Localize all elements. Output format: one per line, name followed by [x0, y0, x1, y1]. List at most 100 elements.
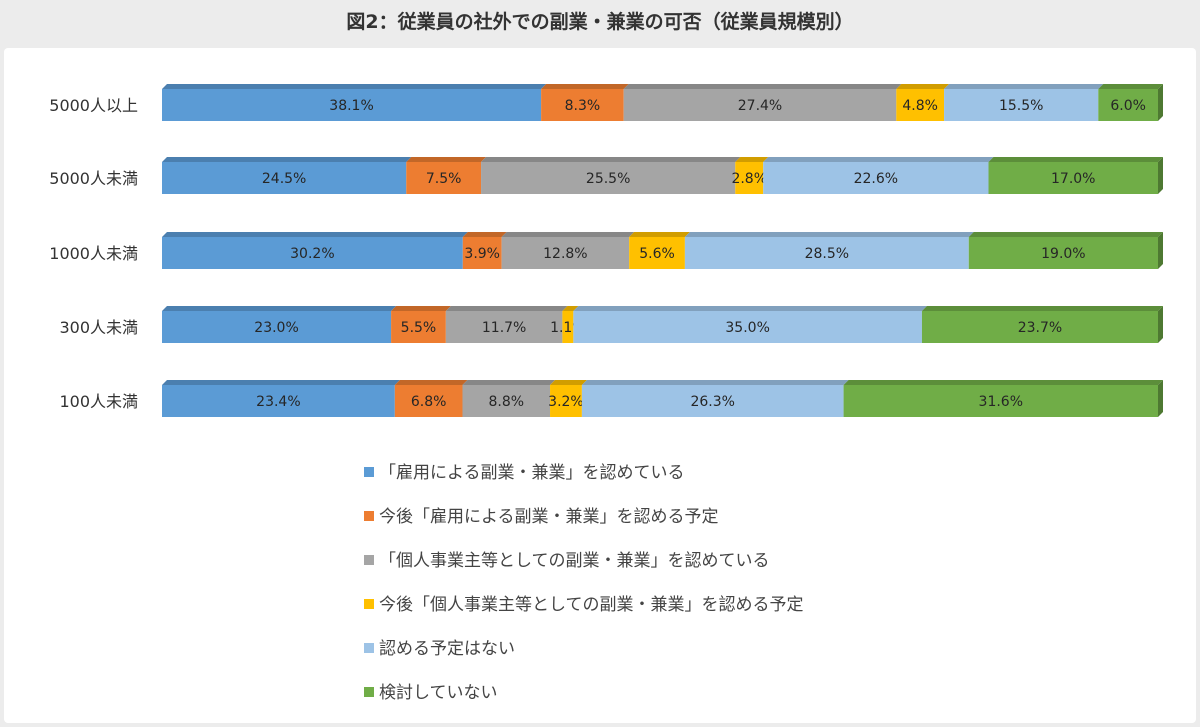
stacked-bar-chart: 5000人以上 38.1% 8.3% 27.4% 4.8% 15.5% 6.0% 5000人未…: [49, 84, 1163, 703]
bar-segment-top: [162, 380, 400, 385]
bar-segment: [162, 89, 542, 121]
bar-segment-top: [445, 306, 568, 311]
bar-segment: [896, 89, 945, 121]
bar-segment: [944, 89, 1099, 121]
bar-segment-top: [629, 232, 690, 237]
bar-segment-top: [394, 380, 468, 385]
bar-segment: [1098, 89, 1158, 121]
bar-row: 1000人未満 30.2% 3.9% 12.8% 5.6% 28.5% 19.0%: [49, 232, 1163, 269]
bar-row: 5000人未満 24.5% 7.5% 25.5% 2.8% 22.6% 17.0%: [49, 157, 1163, 194]
bar-segment-top: [501, 232, 635, 237]
bar-segment-top: [684, 232, 974, 237]
legend-label: 認める予定はない: [379, 639, 515, 659]
bar-segment: [573, 311, 922, 343]
data-label: 2.8%: [731, 171, 767, 187]
bar-segment: [735, 162, 764, 194]
data-label: 4.8%: [902, 98, 938, 114]
chart-panel: 5000人以上 38.1% 8.3% 27.4% 4.8% 15.5% 6.0% 5000人未…: [4, 48, 1196, 723]
bar-side: [1158, 84, 1163, 121]
bar-segment: [763, 162, 989, 194]
legend-label: 「雇用による副業・兼業」を認めている: [379, 463, 685, 483]
bar-segment: [394, 385, 463, 417]
category-label: 300人未満: [59, 318, 138, 337]
category-label: 5000人未満: [49, 169, 138, 188]
bar-segment-top: [162, 84, 547, 89]
legend-item: 検討していない: [364, 683, 498, 703]
legend-swatch: [364, 687, 374, 697]
legend-item: 「雇用による副業・兼業」を認めている: [364, 463, 685, 483]
legend-swatch: [364, 555, 374, 565]
bar-segment-top: [921, 306, 1163, 311]
data-label: 6.0%: [1110, 98, 1146, 114]
bar-segment: [843, 385, 1158, 417]
bar-segment-top: [896, 84, 950, 89]
data-label: 5.5%: [401, 320, 437, 336]
bar-segment: [968, 237, 1158, 269]
data-label: 6.8%: [411, 394, 447, 410]
bar-segment-top: [391, 306, 451, 311]
data-label: 3.9%: [464, 246, 500, 262]
legend-swatch: [364, 511, 374, 521]
bar-segment-top: [541, 84, 629, 89]
bar-segment-top: [581, 380, 849, 385]
data-label: 30.2%: [290, 246, 334, 262]
legend-swatch: [364, 467, 374, 477]
data-label: 22.6%: [854, 171, 898, 187]
bar-segment-top: [162, 232, 468, 237]
data-label: 24.5%: [262, 171, 306, 187]
bar-segment-top: [968, 232, 1163, 237]
bar-side: [1158, 380, 1163, 417]
bar-segment: [391, 311, 446, 343]
data-label: 8.8%: [488, 394, 524, 410]
bar-segment: [629, 237, 685, 269]
bar-segment: [684, 237, 969, 269]
legend-swatch: [364, 599, 374, 609]
bar-segment: [562, 311, 574, 343]
bar-segment: [541, 89, 624, 121]
data-label: 28.5%: [805, 246, 849, 262]
legend-label: 「個人事業主等としての副業・兼業」を認めている: [379, 551, 770, 571]
bar-side: [1158, 232, 1163, 269]
data-label: 17.0%: [1051, 171, 1095, 187]
bar-segment: [550, 385, 582, 417]
bar-segment-top: [462, 380, 556, 385]
bar-segment: [462, 385, 551, 417]
bar-segment-top: [162, 157, 412, 162]
bar-segment-top: [550, 380, 587, 385]
data-label: 3.2%: [548, 394, 584, 410]
bar-segment: [162, 311, 392, 343]
bar-side: [1158, 157, 1163, 194]
data-label: 25.5%: [586, 171, 630, 187]
data-label: 15.5%: [999, 98, 1043, 114]
data-label: 8.3%: [565, 98, 601, 114]
bar-segment: [462, 237, 502, 269]
legend-item: 「個人事業主等としての副業・兼業」を認めている: [364, 551, 770, 571]
bar-segment-top: [988, 157, 1163, 162]
bar-segment: [162, 385, 395, 417]
bar-segment-top: [763, 157, 994, 162]
bar-segment-top: [481, 157, 741, 162]
bar-segment-top: [562, 306, 579, 311]
bar-segment-top: [573, 306, 927, 311]
bar-segment: [162, 162, 407, 194]
legend-label: 検討していない: [379, 683, 498, 703]
data-label: 5.6%: [639, 246, 675, 262]
bar-segment: [162, 237, 463, 269]
bar-row: 5000人以上 38.1% 8.3% 27.4% 4.8% 15.5% 6.0%: [49, 84, 1163, 121]
bar-segment-top: [406, 157, 487, 162]
bar-segment: [988, 162, 1158, 194]
legend-label: 今後「雇用による副業・兼業」を認める予定: [379, 507, 719, 527]
data-label: 19.0%: [1041, 246, 1085, 262]
bar-side: [1158, 306, 1163, 343]
legend-item: 認める予定はない: [364, 639, 515, 659]
bar-segment: [445, 311, 563, 343]
category-label: 5000人以上: [49, 96, 138, 115]
data-label: 7.5%: [426, 171, 462, 187]
data-label: 38.1%: [329, 98, 373, 114]
data-label: 26.3%: [690, 394, 734, 410]
legend-label: 今後「個人事業主等としての副業・兼業」を認める予定: [379, 595, 804, 615]
bar-segment-top: [623, 84, 902, 89]
bar-segment-top: [1098, 84, 1163, 89]
page-title: 図2：従業員の社外での副業・兼業の可否（従業員規模別）: [346, 11, 854, 33]
bar-segment-top: [162, 306, 397, 311]
